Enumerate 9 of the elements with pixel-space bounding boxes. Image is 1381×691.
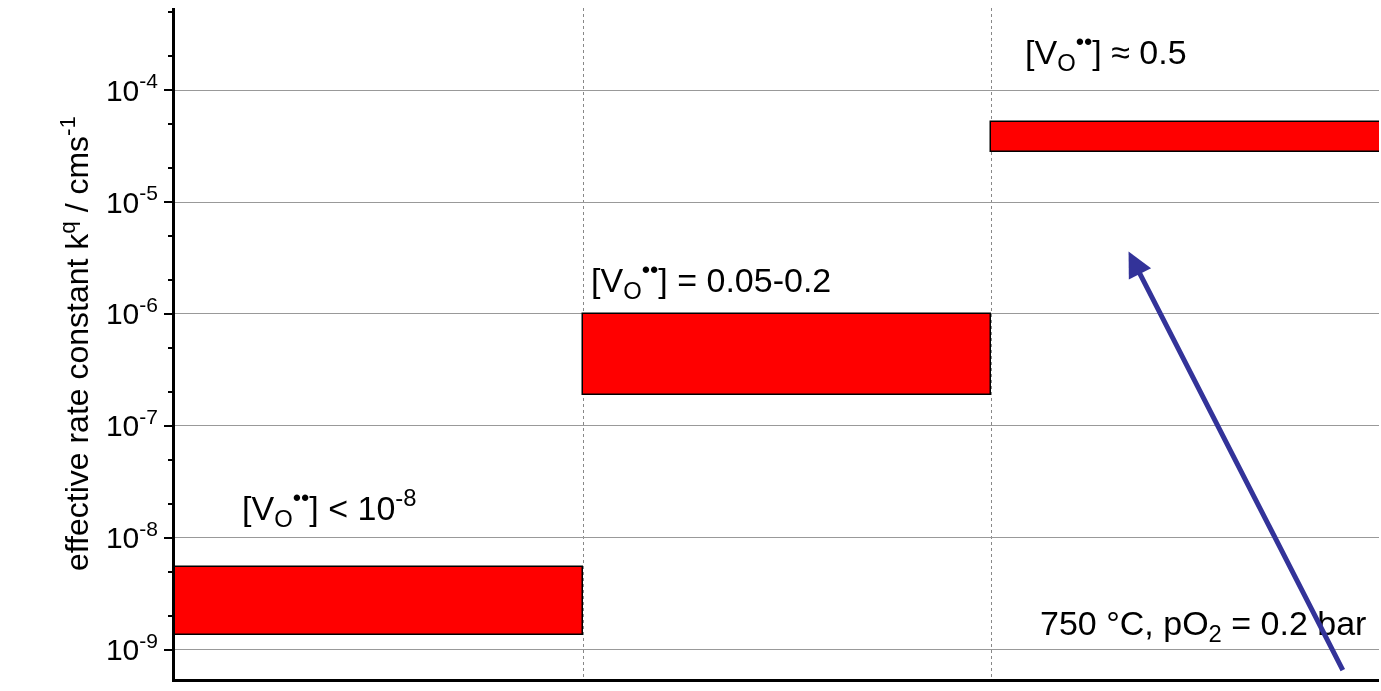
y-tick-label: 10$^{-7}$ <box>105 404 158 443</box>
annotation: [V$_{O}$$^{••}$] ≈ 0.5 <box>1025 28 1187 77</box>
y-tick-label: 10$^{-8}$ <box>105 516 158 555</box>
annotation: [V$_{O}$$^{••}$] = 0.05-0.2 <box>591 256 832 305</box>
y-tick-label: 10$^{-4}$ <box>105 68 159 107</box>
y-tick-label: 10$^{-9}$ <box>105 628 158 667</box>
y-tick-label: 10$^{-6}$ <box>105 292 158 331</box>
annotation: [V$_{O}$$^{••}$] < 10$^{-8}$ <box>242 484 417 533</box>
y-tick-label: 10$^{-5}$ <box>105 180 158 219</box>
